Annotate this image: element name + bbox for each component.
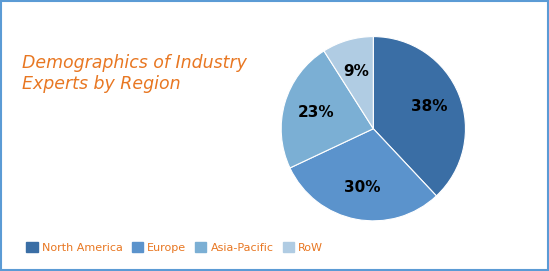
Text: 38%: 38% xyxy=(411,99,447,114)
Text: Demographics of Industry
Experts by Region: Demographics of Industry Experts by Regi… xyxy=(22,54,247,93)
Text: 9%: 9% xyxy=(344,64,369,79)
Text: 23%: 23% xyxy=(298,105,334,120)
Wedge shape xyxy=(290,129,436,221)
Wedge shape xyxy=(373,37,466,196)
Wedge shape xyxy=(281,51,373,168)
Legend: North America, Europe, Asia-Pacific, RoW: North America, Europe, Asia-Pacific, RoW xyxy=(22,238,328,257)
Text: 30%: 30% xyxy=(344,180,380,195)
Wedge shape xyxy=(324,37,373,129)
